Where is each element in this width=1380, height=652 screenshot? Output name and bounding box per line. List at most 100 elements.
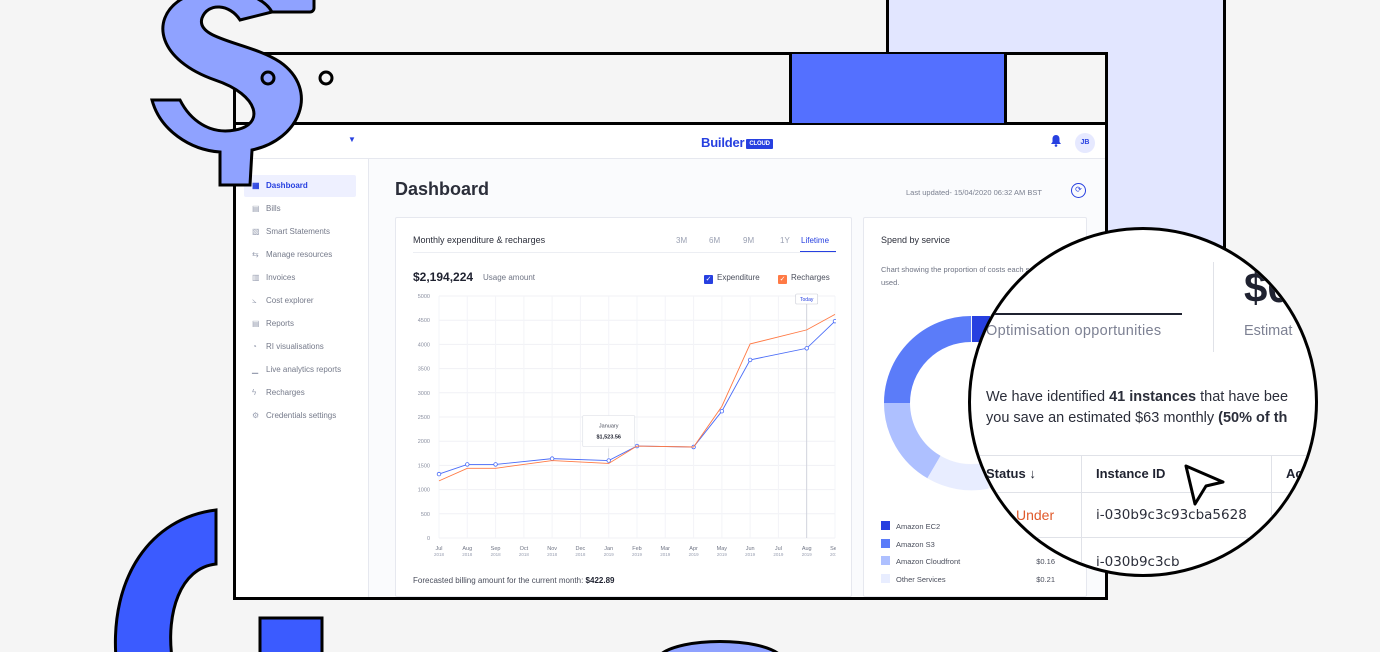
x-tick-year: 2018 (575, 552, 586, 557)
sidebar-item-recharges[interactable]: ϟ Recharges (244, 382, 356, 404)
sidebar-item-smart-statements[interactable]: ▧ Smart Statements (244, 221, 356, 243)
expenditure-card: Monthly expenditure & recharges 3M 6M 9M… (395, 217, 852, 597)
x-tick-year: 2018 (519, 552, 530, 557)
desc-text: that have bee (1196, 389, 1289, 405)
legend-swatch (881, 556, 890, 565)
x-tick-label: Apr (689, 546, 698, 552)
report-icon: ▤ (252, 319, 260, 328)
x-tick-year: 2019 (604, 552, 615, 557)
statement-icon: ▧ (252, 227, 260, 236)
sidebar-item-live-analytics-reports[interactable]: ▁ Live analytics reports (244, 359, 356, 381)
last-updated-text: Last updated- 15/04/2020 06:32 AM BST (906, 188, 1042, 197)
spend-card-description: Chart showing the proportion of costs ea… (881, 265, 1050, 287)
refresh-icon[interactable]: ⟳ (1071, 183, 1086, 198)
x-tick-label: Oct (520, 546, 529, 552)
x-tick-label: Sep (830, 546, 836, 552)
sidebar-item-label: Manage resources (266, 250, 333, 259)
checkbox-checked-icon: ✓ (778, 275, 787, 284)
sidebar-item-reports[interactable]: ▤ Reports (244, 313, 356, 335)
sidebar-item-cost-explorer[interactable]: ⦣ Cost explorer (244, 290, 356, 312)
service-name: Amazon Cloudfront (896, 557, 961, 566)
chart-icon: ⦣ (252, 296, 257, 305)
sidebar-item-credentials-settings[interactable]: ⚙ Credentials settings (244, 405, 356, 427)
legend-expenditure[interactable]: ✓ Expenditure (704, 273, 760, 284)
bell-icon[interactable] (1050, 134, 1062, 147)
x-tick-year: 2019 (802, 552, 813, 557)
y-tick-label: 1500 (418, 463, 430, 469)
column-header-status[interactable]: Status ↓ (986, 466, 1036, 481)
x-tick-label: Sep (491, 546, 501, 552)
column-header-action[interactable]: Ac (1286, 466, 1303, 481)
usage-label: Usage amount (483, 273, 536, 282)
y-tick-label: 500 (421, 512, 430, 518)
sidebar-item-label: Cost explorer (266, 296, 314, 305)
bar-icon: ▁ (252, 365, 259, 374)
tab-range-3m[interactable]: 3M (676, 236, 688, 245)
x-tick-label: Feb (632, 546, 641, 552)
x-tick-year: 2019 (830, 552, 836, 557)
mouse-cursor-icon (1184, 464, 1225, 506)
tab-range-6m[interactable]: 6M (709, 236, 721, 245)
service-value: $0.21 (1036, 574, 1055, 584)
tooltip-box (582, 415, 636, 447)
status-header-label: Status (986, 466, 1026, 481)
card-divider (413, 252, 836, 253)
x-tick-year: 2019 (773, 552, 784, 557)
table-column-divider (1081, 455, 1082, 574)
sidebar-item-label: Smart Statements (266, 227, 331, 236)
forecast-value: $422.89 (585, 576, 615, 585)
tab-range-1y[interactable]: 1Y (780, 236, 790, 245)
x-tick-year: 2018 (491, 552, 502, 557)
sidebar-item-invoices[interactable]: ▥ Invoices (244, 267, 356, 289)
desc-bold: (50% of th (1218, 410, 1288, 426)
desc-text: We have identified (986, 389, 1110, 405)
instance-id-cell[interactable]: i-030b9c3c93cba5628 (1096, 507, 1247, 523)
legend-swatch (881, 573, 890, 583)
x-tick-year: 2018 (462, 552, 473, 557)
tab-range-9m[interactable]: 9M (743, 236, 755, 245)
sidebar-item-dashboard[interactable]: ▦ Dashboard (244, 175, 356, 197)
grid-icon: ▦ (252, 181, 260, 190)
tab-range-lifetime[interactable]: Lifetime (801, 236, 830, 245)
table-column-divider (1271, 455, 1272, 574)
y-tick-label: 3000 (418, 391, 430, 397)
desc-bold: 41 instances (1109, 389, 1197, 405)
x-tick-year: 2019 (689, 552, 700, 557)
brand-tag: CLOUD (746, 139, 773, 149)
legend-swatch (881, 538, 890, 548)
data-point (719, 408, 725, 414)
pie-icon: ◔ (252, 342, 257, 351)
sidebar-item-label: Recharges (266, 388, 305, 397)
forecast-label: Forecasted billing amount for the curren… (413, 576, 584, 585)
sidebar-item-bills[interactable]: ▤ Bills (244, 198, 356, 220)
active-range-underline (800, 251, 836, 253)
column-header-instance-id[interactable]: Instance ID (1096, 466, 1166, 481)
data-point (606, 458, 611, 463)
x-tick-label: Jun (746, 546, 755, 552)
instance-id-cell[interactable]: i-030b9c3cb (1096, 554, 1180, 570)
sidebar-item-ri-visualisations[interactable]: ◔ RI visualisations (244, 336, 356, 358)
data-point (465, 462, 470, 467)
sidebar-item-label: Credentials settings (266, 411, 337, 420)
sidebar-item-label: Dashboard (266, 181, 308, 190)
gear-icon: ⚙ (252, 411, 260, 420)
donut-slice-other (927, 455, 989, 491)
data-point (436, 471, 442, 477)
service-name: Other Services (896, 574, 946, 584)
avatar[interactable]: JB (1075, 133, 1095, 153)
legend-recharges[interactable]: ✓ Recharges (778, 273, 830, 284)
checkbox-checked-icon: ✓ (704, 275, 713, 284)
service-legend-item: Amazon Cloudfront $0.16 (881, 556, 1071, 568)
x-tick-label: Dec (576, 546, 586, 552)
decor-blue-circle (661, 640, 779, 652)
x-tick-label: Jan (604, 546, 613, 552)
spend-card-title: Spend by service (881, 235, 951, 245)
account-select-caret-icon[interactable]: ▼ (348, 135, 356, 144)
sidebar-item-manage-resources[interactable]: ⇆ Manage resources (244, 244, 356, 266)
arrows-icon: ⇆ (252, 250, 259, 259)
data-point (493, 462, 498, 467)
brand-logo[interactable]: Builder CLOUD (701, 135, 773, 150)
magnified-rule (986, 313, 1182, 315)
x-tick-year: 2019 (632, 552, 643, 557)
